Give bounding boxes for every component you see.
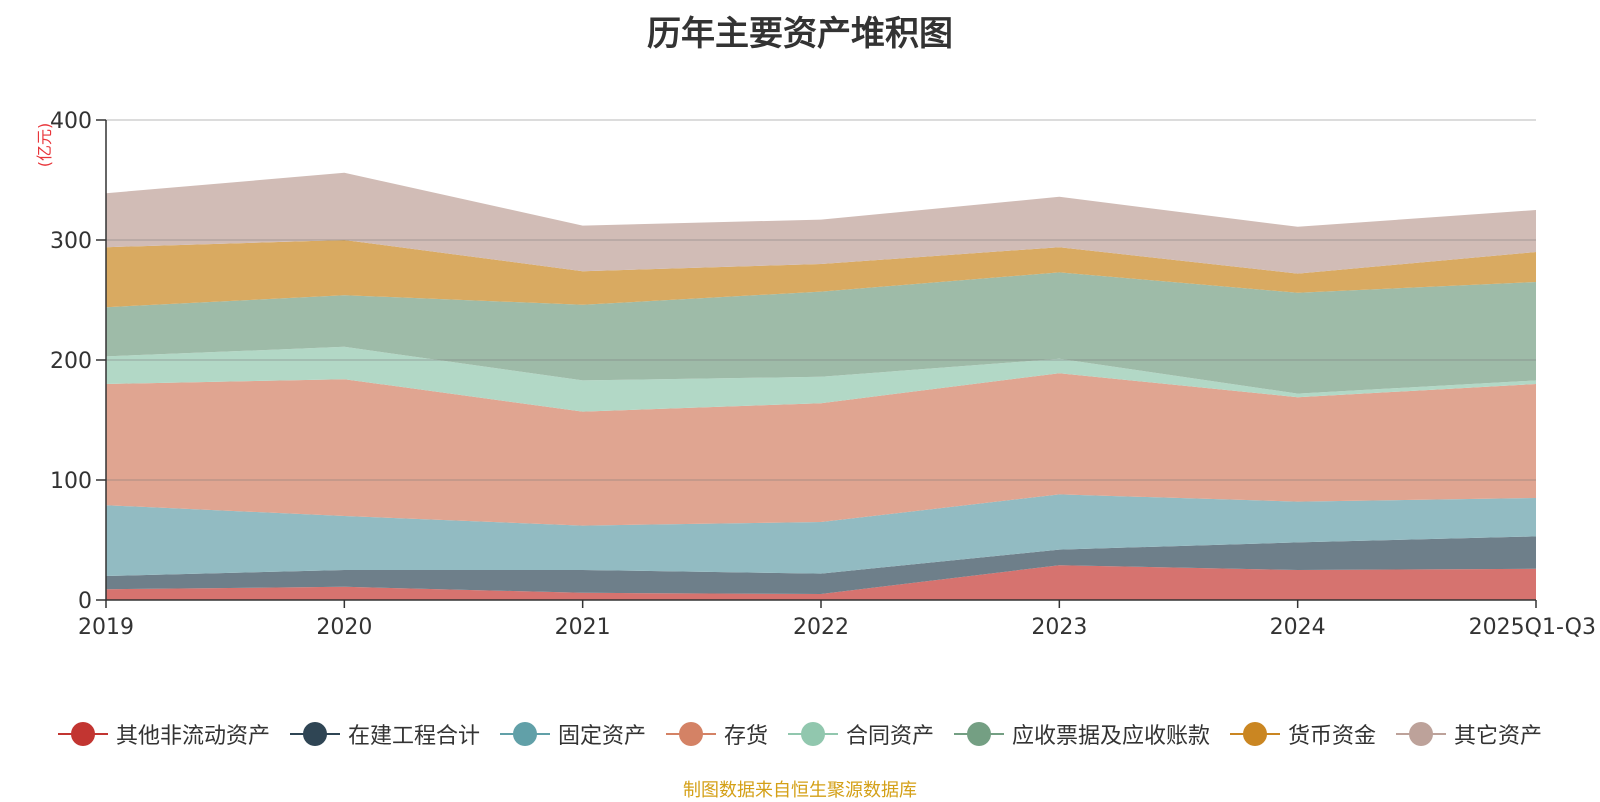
x-axis-tick-label: 2021 bbox=[555, 615, 611, 640]
legend-label: 应收票据及应收账款 bbox=[1012, 724, 1211, 749]
y-axis-unit-label: (亿元) bbox=[35, 123, 54, 168]
legend-label: 货币资金 bbox=[1288, 724, 1377, 749]
x-axis-tick-label: 2024 bbox=[1270, 615, 1326, 640]
legend-item-2[interactable]: 在建工程合计 bbox=[289, 718, 480, 750]
area-series-4[interactable] bbox=[106, 373, 1536, 526]
y-axis-tick-label: 200 bbox=[50, 349, 92, 374]
area-series-8[interactable] bbox=[106, 172, 1536, 274]
legend: 其他非流动资产 在建工程合计 固定资产 存货 合同资产 应收票据及应收账款 货币资金 其它资产 bbox=[4, 716, 1596, 752]
axis-layer: 0 100 200 300 400 2019 2020 2021 2022 2023 2024 202… bbox=[50, 109, 1596, 640]
area-series-7[interactable] bbox=[106, 240, 1536, 308]
area-layer bbox=[106, 172, 1536, 600]
legend-label: 固定资产 bbox=[557, 724, 646, 749]
x-axis-tick-label: 2020 bbox=[316, 615, 372, 640]
legend-marker-icon bbox=[1230, 722, 1281, 746]
legend-marker-icon bbox=[665, 722, 716, 746]
y-axis-tick-label: 100 bbox=[50, 469, 92, 494]
data-source-note: 制图数据来自恒生聚源数据库 bbox=[683, 780, 917, 801]
x-axis-tick-label: 2019 bbox=[78, 615, 134, 640]
legend-marker-icon bbox=[954, 722, 1005, 746]
y-axis-tick-label: 0 bbox=[78, 589, 92, 614]
area-series-6[interactable] bbox=[106, 272, 1536, 394]
legend-label: 在建工程合计 bbox=[347, 724, 480, 749]
legend-label: 其他非流动资产 bbox=[115, 724, 270, 749]
area-series-1[interactable] bbox=[106, 565, 1536, 600]
legend-marker-icon bbox=[1396, 722, 1447, 746]
x-axis-tick-label: 2022 bbox=[793, 615, 849, 640]
legend-marker-icon bbox=[499, 722, 550, 746]
legend-marker-icon bbox=[289, 722, 340, 746]
legend-label: 存货 bbox=[723, 724, 768, 749]
legend-item-1[interactable]: 其他非流动资产 bbox=[57, 718, 270, 750]
legend-marker-icon bbox=[788, 722, 838, 746]
legend-label: 合同资产 bbox=[846, 724, 935, 749]
legend-item-8[interactable]: 其它资产 bbox=[1396, 718, 1542, 750]
chart-title: 历年主要资产堆积图 bbox=[647, 14, 953, 54]
legend-item-7[interactable]: 货币资金 bbox=[1230, 718, 1376, 750]
legend-label: 其它资产 bbox=[1454, 724, 1543, 749]
legend-item-5[interactable]: 合同资产 bbox=[788, 718, 934, 750]
y-axis-tick-label: 300 bbox=[50, 229, 92, 254]
stacked-area-chart: 0 100 200 300 400 2019 2020 2021 2022 2023 2024 202… bbox=[35, 109, 1596, 640]
legend-marker-icon bbox=[57, 722, 108, 746]
area-series-5[interactable] bbox=[106, 346, 1536, 412]
area-series-3[interactable] bbox=[106, 494, 1536, 576]
x-axis-tick-label: 2023 bbox=[1031, 615, 1087, 640]
x-axis-tick-label: 2025Q1-Q3 bbox=[1469, 615, 1596, 640]
area-series-2[interactable] bbox=[106, 536, 1536, 594]
y-axis-tick-label: 400 bbox=[50, 109, 92, 134]
legend-item-3[interactable]: 固定资产 bbox=[499, 718, 646, 750]
legend-item-6[interactable]: 应收票据及应收账款 bbox=[954, 718, 1210, 750]
legend-item-4[interactable]: 存货 bbox=[665, 718, 768, 750]
